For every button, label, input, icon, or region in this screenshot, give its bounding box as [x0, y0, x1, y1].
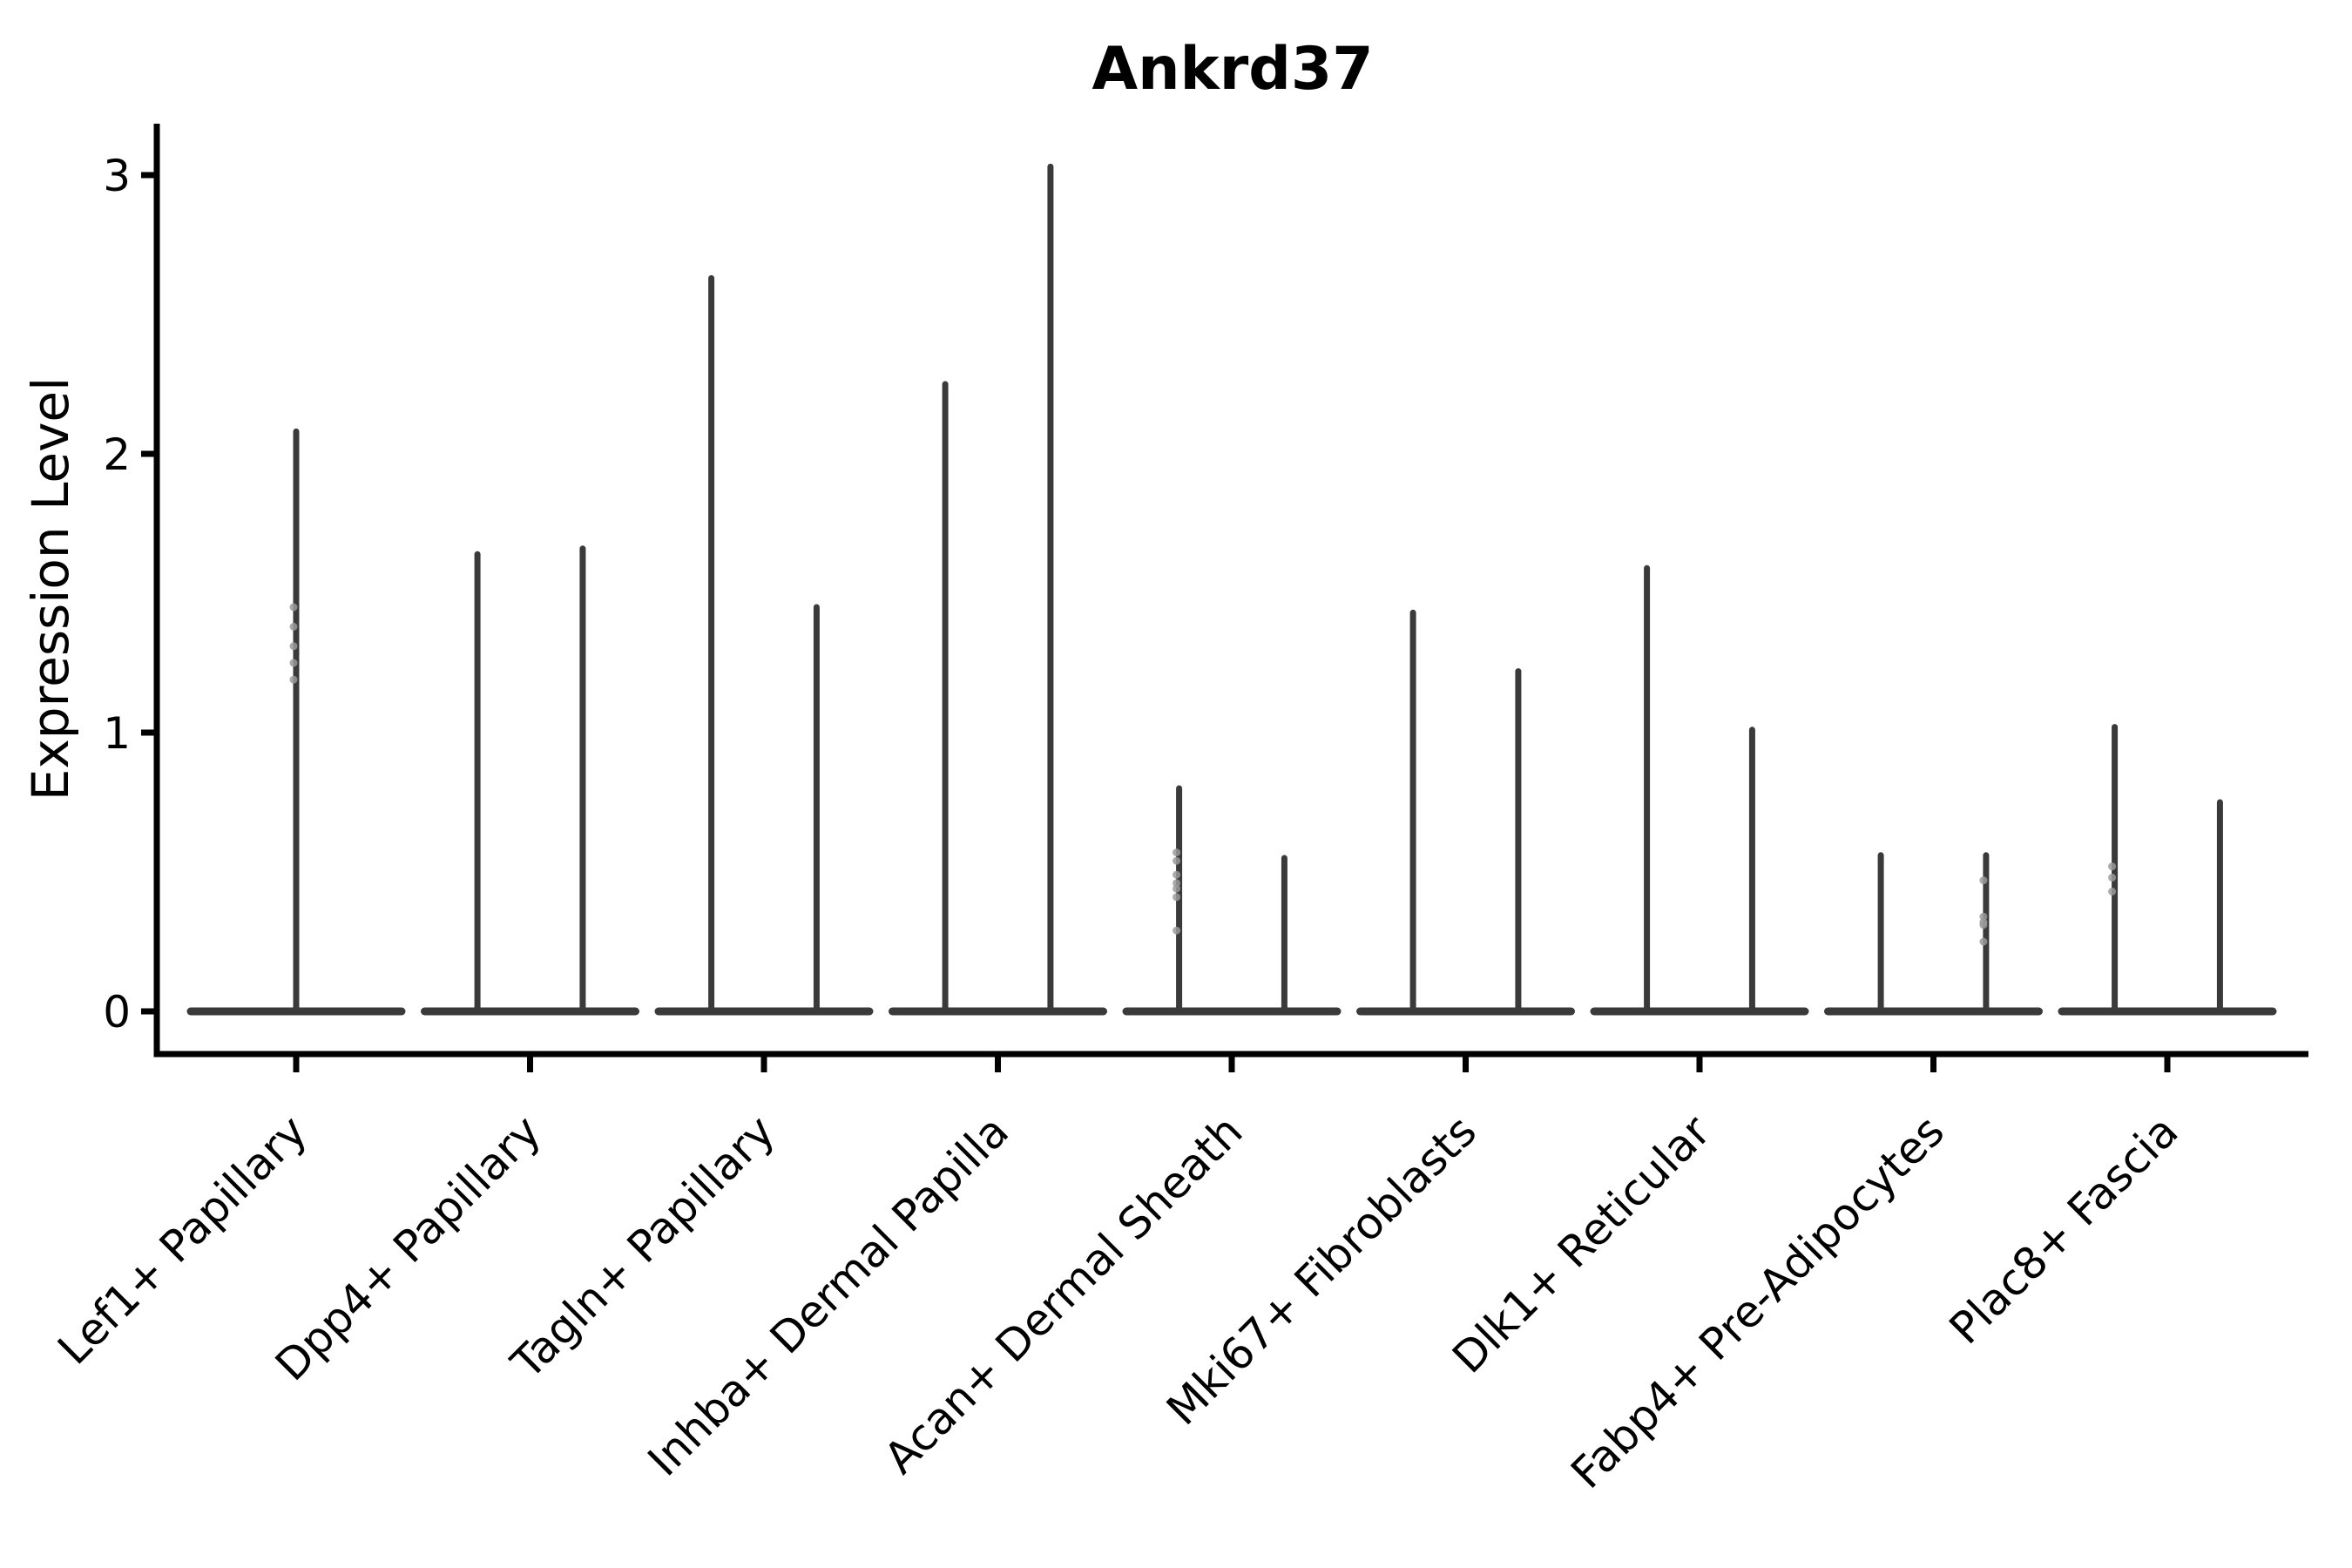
expression-point: [1173, 848, 1181, 857]
expression-point: [1173, 870, 1181, 879]
expression-point: [2108, 873, 2117, 882]
y-axis-tick-label: 3: [103, 151, 131, 201]
chart-title: Ankrd37: [1092, 35, 1373, 104]
expression-point: [1173, 856, 1181, 865]
expression-point: [2108, 887, 2117, 896]
expression-point: [1173, 926, 1181, 935]
expression-point: [289, 642, 298, 651]
y-axis-title: Expression Level: [21, 377, 80, 801]
expression-point: [289, 603, 298, 612]
expression-point: [1979, 912, 1988, 921]
expression-point: [1979, 921, 1988, 929]
y-axis-tick-label: 2: [103, 429, 131, 480]
x-axis-label: Lef1+ Papillary: [48, 1105, 316, 1374]
expression-point: [1173, 879, 1181, 888]
x-axis-label: Plac8+ Fascia: [1940, 1105, 2188, 1354]
expression-point: [2108, 862, 2117, 871]
y-axis-tick-label: 1: [103, 708, 131, 759]
expression-point: [1173, 893, 1181, 902]
plot-marks: [141, 124, 2308, 1072]
expression-point: [289, 622, 298, 631]
y-axis-tick-label: 0: [103, 987, 131, 1037]
x-axis-label: Fabp4+ Pre-Adipocytes: [1561, 1105, 1954, 1498]
y-axis-tick-labels: 0 1 2 3: [103, 151, 131, 1037]
expression-point: [1979, 876, 1988, 885]
expression-point: [289, 659, 298, 667]
x-axis-label: Dlk1+ Reticular: [1443, 1105, 1720, 1382]
expression-point: [1979, 937, 1988, 946]
expression-point: [289, 675, 298, 684]
x-axis-tick-labels: Lef1+ Papillary Dpp4+ Papillary Tagln+ P…: [48, 1105, 2187, 1498]
expression-point: [1173, 884, 1181, 893]
